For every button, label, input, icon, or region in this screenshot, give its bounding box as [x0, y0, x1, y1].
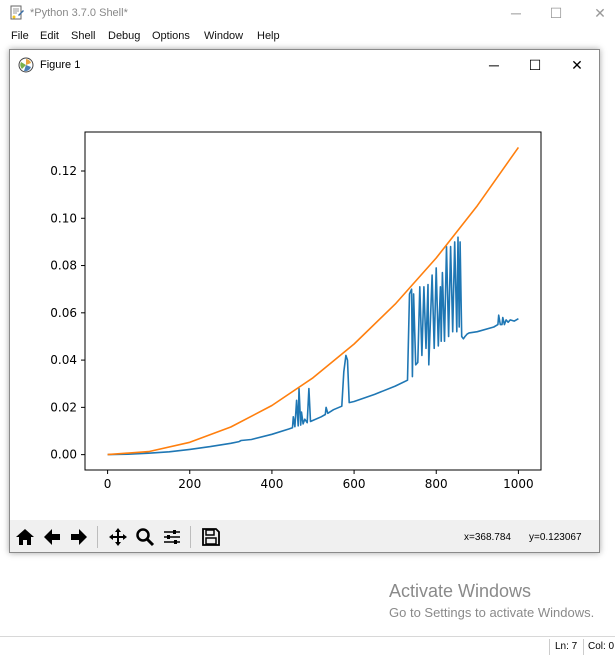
pan-icon[interactable]: [106, 525, 130, 549]
x-tick-label: 600: [343, 477, 366, 491]
x-tick-label: 800: [425, 477, 448, 491]
cursor-y-readout: y=0.123067: [529, 532, 582, 543]
shell-close-button[interactable]: ✕: [594, 4, 606, 21]
menu-edit[interactable]: Edit: [40, 30, 59, 42]
zoom-icon[interactable]: [133, 525, 157, 549]
y-tick-label: 0.00: [50, 448, 77, 462]
menu-file[interactable]: File: [11, 30, 29, 42]
shell-maximize-button[interactable]: ☐: [549, 4, 563, 21]
figure-titlebar: Figure 1 ─ ☐ ✕: [10, 50, 599, 80]
save-icon[interactable]: [199, 525, 223, 549]
configure-subplots-icon[interactable]: [160, 525, 184, 549]
menu-options[interactable]: Options: [152, 30, 190, 42]
plot-canvas[interactable]: 0 200 400 600 800 1000 0.00 0.02 0.04 0.06 0.08 0.1…: [10, 80, 599, 520]
figure-minimize-button[interactable]: ─: [489, 57, 499, 73]
status-line: Ln: 7: [555, 641, 578, 652]
x-tick-label: 1000: [503, 477, 534, 491]
toolbar-separator: [190, 526, 191, 548]
y-tick-label: 0.10: [50, 211, 77, 225]
status-column: Col: 0: [588, 641, 615, 652]
y-tick-label: 0.06: [50, 306, 77, 320]
figure-title: Figure 1: [40, 59, 81, 71]
series-line-2: [107, 146, 520, 456]
cursor-x-readout: x=368.784: [464, 532, 511, 543]
navigation-toolbar: x=368.784 y=0.123067: [10, 520, 599, 552]
x-tick-label: 0: [104, 477, 112, 491]
matplotlib-icon: [18, 57, 34, 73]
figure-maximize-button[interactable]: ☐: [528, 56, 542, 73]
y-tick-label: 0.02: [50, 400, 77, 414]
home-icon[interactable]: [13, 525, 37, 549]
axes-frame: [84, 131, 542, 471]
menu-window[interactable]: Window: [204, 30, 244, 42]
activate-windows-subtitle: Go to Settings to activate Windows.: [389, 605, 595, 620]
menu-debug[interactable]: Debug: [108, 30, 141, 42]
shell-titlebar: *Python 3.7.0 Shell* ─ ☐ ✕: [0, 0, 615, 28]
x-tick-label: 200: [178, 477, 201, 491]
y-tick-label: 0.12: [50, 164, 77, 178]
status-divider: [583, 639, 584, 655]
shell-statusbar: Ln: 7 Col: 0: [0, 636, 615, 657]
figure-window: Figure 1 ─ ☐ ✕ 0 200 400 600 800 1000 0.00 0.02…: [9, 49, 600, 553]
x-tick-label: 400: [260, 477, 283, 491]
series-line-1: [107, 236, 519, 456]
shell-minimize-button[interactable]: ─: [511, 5, 521, 21]
toolbar-separator: [97, 526, 98, 548]
menu-help[interactable]: Help: [257, 30, 280, 42]
back-arrow-icon[interactable]: [40, 525, 64, 549]
shell-window-title: *Python 3.7.0 Shell*: [30, 7, 128, 19]
menu-shell[interactable]: Shell: [71, 30, 96, 42]
python-idle-icon: [9, 5, 25, 21]
y-tick-label: 0.08: [50, 259, 77, 273]
status-divider: [549, 639, 550, 655]
y-tick-label: 0.04: [50, 353, 77, 367]
forward-arrow-icon[interactable]: [67, 525, 91, 549]
shell-menubar: File Edit Shell Debug Options Window Hel…: [0, 28, 615, 46]
activate-windows-title: Activate Windows: [389, 581, 532, 601]
figure-close-button[interactable]: ✕: [571, 56, 583, 73]
